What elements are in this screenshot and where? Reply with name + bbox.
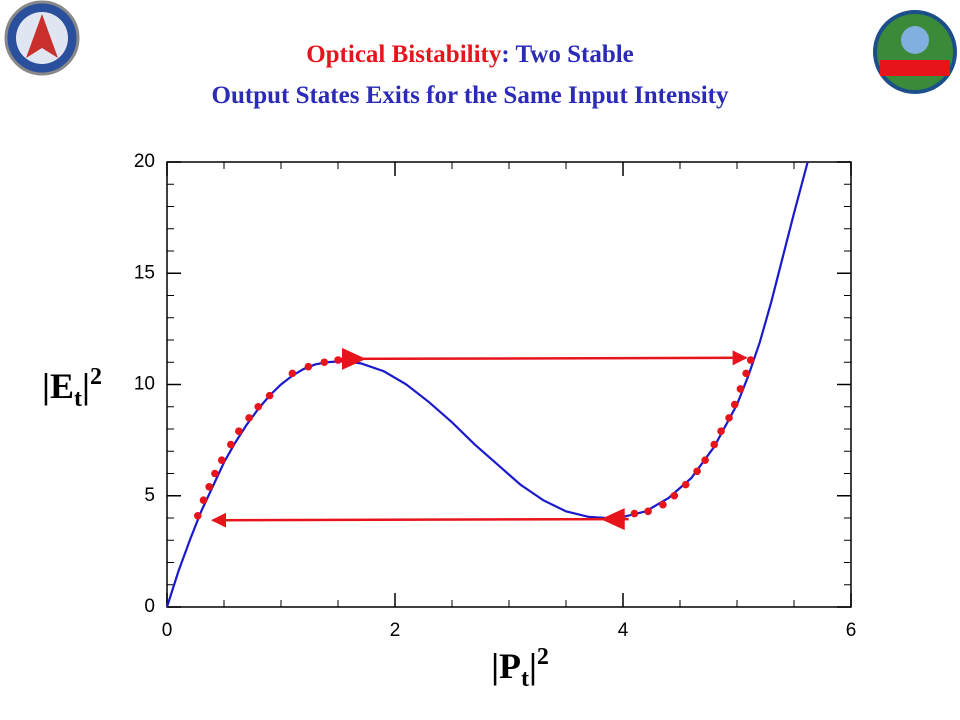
- title-part: Output States Exits for the Same Input I…: [212, 82, 729, 109]
- data-point: [265, 391, 274, 400]
- label-part: |E: [42, 366, 74, 406]
- x-tick-label: 2: [390, 620, 401, 641]
- data-point: [717, 427, 725, 436]
- y-axis-label: |Et|2: [42, 364, 102, 412]
- label-sub: t: [74, 386, 82, 412]
- data-point: [227, 440, 235, 449]
- y-tick-label: 5: [144, 485, 155, 506]
- data-point: [304, 362, 313, 371]
- arrow-head-large: [600, 508, 625, 531]
- label-part: |: [82, 366, 90, 406]
- label-sup: 2: [90, 364, 102, 390]
- data-point: [725, 414, 733, 422]
- label-part: |: [529, 646, 537, 686]
- arrow-head-large: [341, 347, 366, 370]
- data-point: [630, 509, 639, 518]
- label-sub: t: [521, 666, 529, 692]
- x-tick-label: 6: [846, 620, 857, 641]
- data-point: [211, 469, 219, 478]
- y-tick-label: 0: [144, 596, 155, 617]
- title-line-2: Output States Exits for the Same Input I…: [212, 82, 729, 109]
- data-point: [681, 480, 690, 489]
- data-point: [693, 467, 701, 476]
- data-point: [288, 369, 297, 378]
- data-point: [710, 440, 718, 449]
- data-point: [245, 414, 253, 422]
- label-part: |P: [491, 646, 521, 686]
- x-tick-label: 0: [162, 620, 173, 641]
- title-part: : Two Stable: [501, 41, 633, 68]
- title-line-1: Optical Bistability: Two Stable: [306, 41, 634, 68]
- data-point: [670, 491, 679, 500]
- data-point: [659, 500, 667, 509]
- data-point: [205, 483, 213, 491]
- data-point: [320, 358, 329, 367]
- data-point: [730, 400, 739, 409]
- plot-frame: [166, 161, 852, 608]
- y-tick-label: 15: [134, 262, 155, 283]
- data-point: [217, 456, 226, 464]
- data-point: [235, 427, 243, 436]
- title-part: Optical Bistability: [306, 41, 502, 68]
- data-point: [746, 356, 755, 364]
- x-axis-label: |Pt|2: [491, 644, 549, 692]
- x-tick-label: 4: [618, 620, 629, 641]
- curve: [165, 161, 809, 608]
- data-point: [199, 496, 208, 505]
- arrow: [337, 350, 748, 366]
- data-point: [254, 402, 262, 411]
- data-point: [193, 511, 202, 520]
- left-logo: [4, 0, 80, 76]
- data-point: [644, 507, 652, 516]
- y-tick-label: 10: [134, 374, 155, 395]
- right-logo: [873, 10, 957, 94]
- data-point: [742, 369, 750, 378]
- data-point: [701, 456, 709, 464]
- data-point: [736, 385, 745, 393]
- label-sup: 2: [537, 644, 549, 670]
- arrow: [211, 512, 629, 528]
- y-tick-label: 20: [134, 151, 155, 172]
